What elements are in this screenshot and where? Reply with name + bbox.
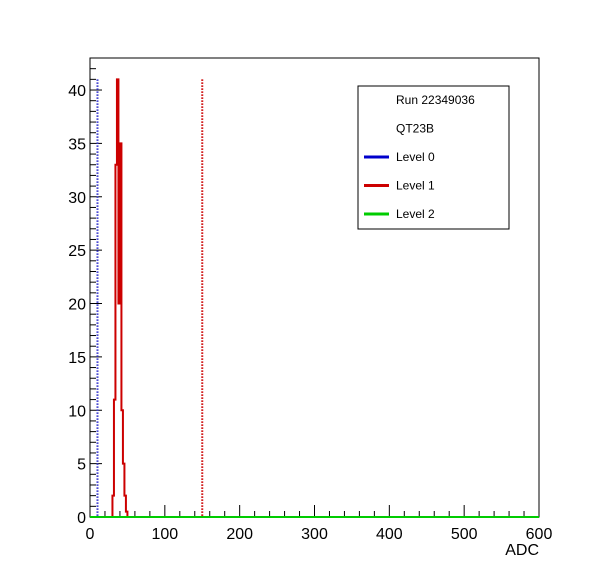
legend-items: Run 22349036 QT23B Level 0 Level 1 Level 2 — [364, 93, 475, 221]
y-tick-label: 0 — [77, 510, 86, 527]
legend-label: Level 0 — [396, 150, 435, 164]
y-tick-label: 15 — [68, 350, 86, 367]
x-tick-label: 0 — [86, 526, 95, 543]
x-tick-label: 200 — [226, 526, 253, 543]
legend-header: QT23B — [396, 122, 434, 136]
legend-header: Run 22349036 — [396, 93, 475, 107]
x-axis-title: ADC — [505, 542, 539, 559]
legend-label: Level 1 — [396, 179, 435, 193]
x-tick-label: 400 — [376, 526, 403, 543]
x-tick-label: 300 — [301, 526, 328, 543]
y-tick-label: 10 — [68, 403, 86, 420]
legend-label: Level 2 — [396, 207, 435, 221]
series-line-level-1 — [110, 78, 129, 518]
x-tick-label: 600 — [526, 526, 553, 543]
y-tick-label: 40 — [68, 83, 86, 100]
y-tick-label: 35 — [68, 136, 86, 153]
y-tick-label: 20 — [68, 297, 86, 314]
series-group — [90, 78, 539, 518]
x-tick-label: 100 — [151, 526, 178, 543]
x-tick-label: 500 — [451, 526, 478, 543]
legend: Run 22349036 QT23B Level 0 Level 1 Level 2 — [357, 85, 510, 230]
reference-lines — [96, 79, 204, 517]
y-tick-label: 25 — [68, 243, 86, 260]
y-tick-label: 5 — [77, 457, 86, 474]
x-axis: 0 100 200 300 400 500 600 — [86, 505, 553, 543]
y-tick-label: 30 — [68, 190, 86, 207]
